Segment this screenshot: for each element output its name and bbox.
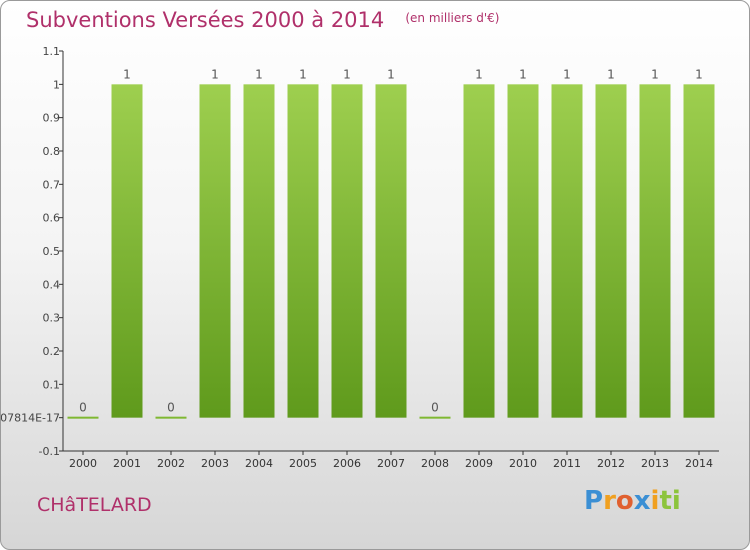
bar bbox=[155, 416, 187, 419]
proxiti-logo: Proxiti bbox=[584, 486, 681, 516]
logo-letter: ti bbox=[659, 486, 681, 516]
data-label: 1 bbox=[563, 67, 571, 81]
x-tick-label: 2013 bbox=[641, 457, 669, 470]
chart-subtitle: (en milliers d'€) bbox=[405, 11, 500, 25]
data-label: 1 bbox=[387, 67, 395, 81]
logo-letter: x bbox=[633, 486, 651, 516]
bar bbox=[331, 84, 363, 418]
data-label: 1 bbox=[475, 67, 483, 81]
logo-letter: o bbox=[615, 486, 634, 516]
x-tick-label: 2003 bbox=[201, 457, 229, 470]
data-label: 1 bbox=[123, 67, 131, 81]
bar bbox=[199, 84, 231, 418]
x-tick-label: 2011 bbox=[553, 457, 581, 470]
bar bbox=[287, 84, 319, 418]
x-tick-label: 2005 bbox=[289, 457, 317, 470]
data-label: 1 bbox=[651, 67, 659, 81]
x-tick-label: 2001 bbox=[113, 457, 141, 470]
y-tick-label: 1.3877787807814E-17 bbox=[1, 412, 60, 425]
bar bbox=[595, 84, 627, 418]
x-tick-label: 2002 bbox=[157, 457, 185, 470]
y-tick-label: 0.7 bbox=[43, 178, 61, 191]
commune-name: CHâTELARD bbox=[37, 494, 152, 516]
y-tick-label: 0.4 bbox=[43, 278, 61, 291]
y-tick-label: 1 bbox=[53, 78, 60, 91]
x-tick-label: 2012 bbox=[597, 457, 625, 470]
data-label: 1 bbox=[607, 67, 615, 81]
y-tick-label: 0.5 bbox=[43, 245, 61, 258]
y-tick-label: 1.1 bbox=[43, 45, 61, 58]
y-tick-label: 0.1 bbox=[43, 378, 61, 391]
x-tick-label: 2009 bbox=[465, 457, 493, 470]
bar bbox=[683, 84, 715, 418]
data-label: 1 bbox=[343, 67, 351, 81]
bar bbox=[463, 84, 495, 418]
bar bbox=[243, 84, 275, 418]
logo-letter: P bbox=[584, 486, 604, 516]
x-tick-label: 2004 bbox=[245, 457, 273, 470]
data-label: 1 bbox=[299, 67, 307, 81]
y-tick-label: 0.2 bbox=[43, 345, 61, 358]
y-tick-label: 0.8 bbox=[43, 145, 61, 158]
bar bbox=[507, 84, 539, 418]
bar bbox=[67, 416, 99, 419]
data-label: 1 bbox=[695, 67, 703, 81]
y-tick-label: 0.3 bbox=[43, 312, 61, 325]
y-tick-label: 0.9 bbox=[43, 112, 61, 125]
data-label: 0 bbox=[431, 401, 439, 415]
bar bbox=[419, 416, 451, 419]
x-tick-label: 2006 bbox=[333, 457, 361, 470]
chart-title: Subventions Versées 2000 à 2014 bbox=[26, 8, 385, 32]
bar bbox=[375, 84, 407, 418]
x-tick-label: 2010 bbox=[509, 457, 537, 470]
data-label: 1 bbox=[211, 67, 219, 81]
bar bbox=[551, 84, 583, 418]
x-tick-label: 2014 bbox=[685, 457, 713, 470]
data-label: 0 bbox=[167, 401, 175, 415]
data-label: 0 bbox=[79, 401, 87, 415]
data-label: 1 bbox=[255, 67, 263, 81]
x-tick-label: 2007 bbox=[377, 457, 405, 470]
logo-letter: r bbox=[603, 486, 616, 516]
x-tick-label: 2000 bbox=[69, 457, 97, 470]
y-tick-label: -0.1 bbox=[39, 445, 60, 458]
title-row: Subventions Versées 2000 à 2014 (en mill… bbox=[26, 8, 499, 32]
y-tick-label: 0.6 bbox=[43, 212, 61, 225]
bar bbox=[639, 84, 671, 418]
bar bbox=[111, 84, 143, 418]
x-tick-label: 2008 bbox=[421, 457, 449, 470]
data-label: 1 bbox=[519, 67, 527, 81]
logo-letter: i bbox=[650, 486, 660, 516]
